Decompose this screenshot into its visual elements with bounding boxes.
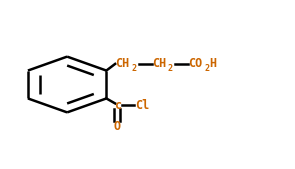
Text: 2: 2 — [204, 64, 209, 73]
Text: H: H — [209, 57, 216, 70]
Text: CH: CH — [152, 57, 166, 70]
Text: 2: 2 — [168, 64, 173, 73]
Text: c: c — [115, 99, 122, 112]
Text: CO: CO — [188, 57, 202, 70]
Text: 2: 2 — [131, 64, 136, 73]
Text: O: O — [113, 120, 120, 133]
Text: Cl: Cl — [135, 99, 149, 112]
Text: CH: CH — [115, 57, 130, 70]
